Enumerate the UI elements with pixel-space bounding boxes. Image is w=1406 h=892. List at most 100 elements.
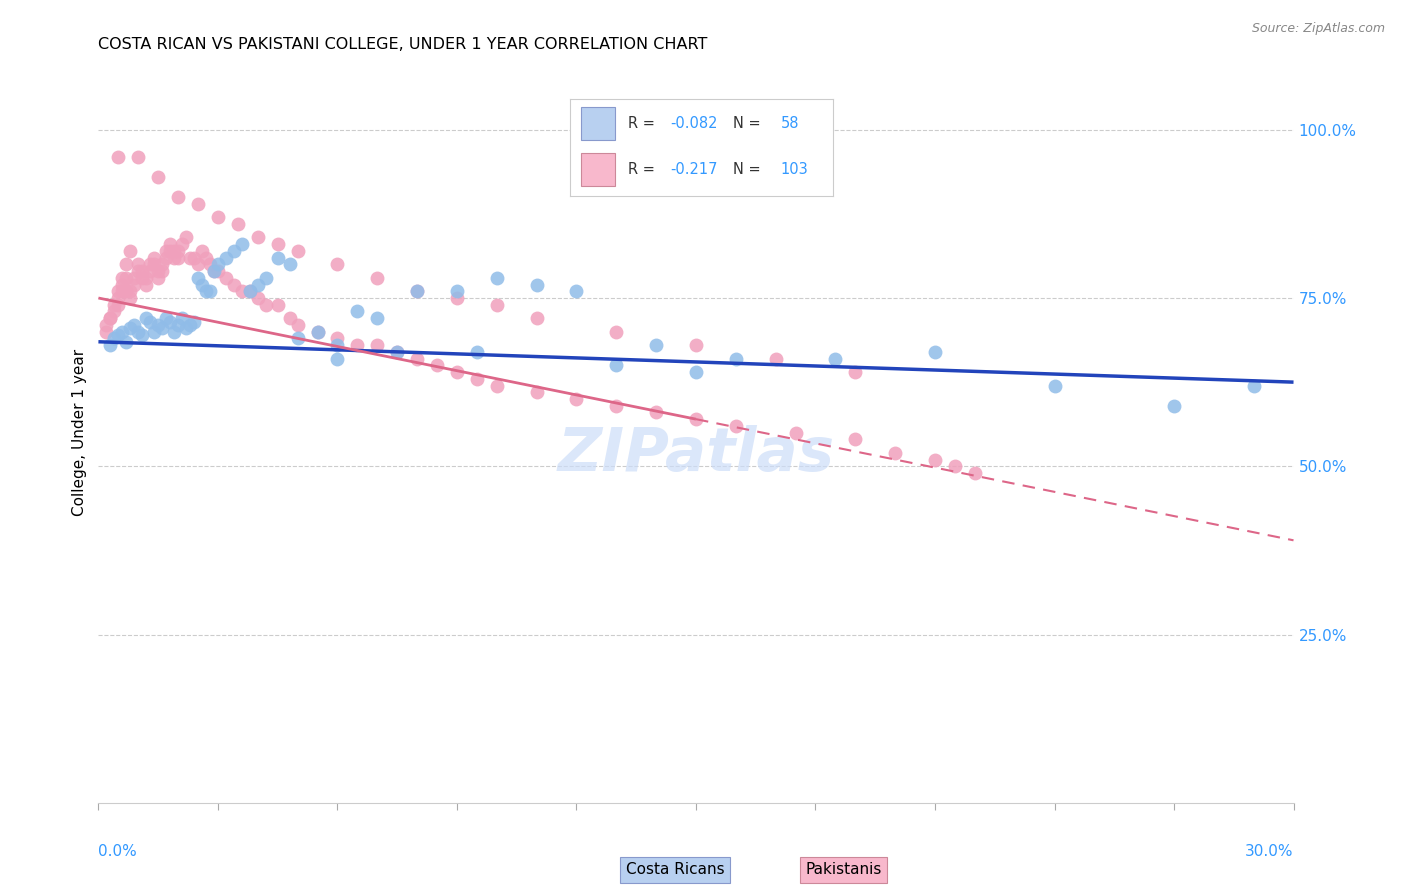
Point xyxy=(124,270,146,285)
Point xyxy=(139,315,162,329)
Point xyxy=(143,251,166,265)
Point xyxy=(844,365,866,379)
Point xyxy=(98,338,122,352)
Text: ZIPatlas: ZIPatlas xyxy=(557,425,835,484)
Point xyxy=(485,298,508,312)
Point xyxy=(103,304,125,318)
Point xyxy=(446,365,468,379)
Point xyxy=(131,270,153,285)
Point xyxy=(385,344,409,359)
Point xyxy=(107,285,129,299)
Point xyxy=(124,318,146,332)
Point xyxy=(131,328,153,343)
Point xyxy=(148,318,170,332)
Point xyxy=(163,244,186,258)
Point xyxy=(135,311,157,326)
Point xyxy=(172,311,194,326)
Text: COSTA RICAN VS PAKISTANI COLLEGE, UNDER 1 YEAR CORRELATION CHART: COSTA RICAN VS PAKISTANI COLLEGE, UNDER … xyxy=(98,37,707,52)
Point xyxy=(127,150,149,164)
Point xyxy=(526,385,548,400)
Point xyxy=(1243,378,1265,392)
Point xyxy=(267,251,290,265)
Point xyxy=(163,251,186,265)
Point xyxy=(207,257,229,271)
Point xyxy=(202,264,225,278)
Point xyxy=(278,311,301,326)
Point xyxy=(685,412,707,426)
Point xyxy=(139,264,162,278)
Point xyxy=(465,344,488,359)
Point xyxy=(605,399,627,413)
Point xyxy=(465,372,488,386)
Point xyxy=(326,338,349,352)
Point xyxy=(163,325,186,339)
Point xyxy=(426,359,449,373)
Point xyxy=(215,270,238,285)
Point xyxy=(195,285,218,299)
Point xyxy=(239,285,262,299)
Point xyxy=(150,321,173,335)
Point xyxy=(526,311,548,326)
Point xyxy=(159,237,181,252)
Point xyxy=(103,298,125,312)
Point xyxy=(645,405,668,419)
Point xyxy=(226,217,249,231)
Point xyxy=(155,311,177,326)
Point xyxy=(191,244,214,258)
Point xyxy=(346,338,368,352)
Point xyxy=(207,211,229,225)
Point xyxy=(167,244,190,258)
Y-axis label: College, Under 1 year: College, Under 1 year xyxy=(72,349,87,516)
Point xyxy=(1043,378,1066,392)
Point xyxy=(406,351,429,366)
Point xyxy=(115,334,138,349)
Point xyxy=(131,264,153,278)
Point xyxy=(143,257,166,271)
Point xyxy=(107,291,129,305)
Point xyxy=(222,277,245,292)
Point xyxy=(127,264,149,278)
Point xyxy=(254,298,277,312)
Point xyxy=(943,459,966,474)
Point xyxy=(167,251,190,265)
Point xyxy=(135,277,157,292)
Point xyxy=(924,452,946,467)
Point xyxy=(107,150,129,164)
Point xyxy=(222,244,245,258)
Point xyxy=(231,285,253,299)
Point xyxy=(446,291,468,305)
Point xyxy=(215,251,238,265)
Point xyxy=(824,351,846,366)
Point xyxy=(183,251,205,265)
Point xyxy=(326,331,349,345)
Point xyxy=(96,325,118,339)
Text: Pakistanis: Pakistanis xyxy=(806,863,882,877)
Point xyxy=(139,257,162,271)
Point xyxy=(278,257,301,271)
Point xyxy=(485,378,508,392)
Point xyxy=(785,425,807,440)
Point xyxy=(120,291,142,305)
Point xyxy=(287,244,309,258)
Point xyxy=(191,277,214,292)
Point xyxy=(148,264,170,278)
Point xyxy=(167,190,190,204)
Point xyxy=(96,318,118,332)
Point xyxy=(765,351,787,366)
Point xyxy=(366,338,388,352)
Point xyxy=(685,365,707,379)
Point xyxy=(287,331,309,345)
Point xyxy=(645,338,668,352)
Point xyxy=(485,270,508,285)
Point xyxy=(884,446,907,460)
Point xyxy=(267,237,290,252)
Point xyxy=(406,285,429,299)
Point xyxy=(111,325,134,339)
Point xyxy=(120,321,142,335)
Point xyxy=(103,331,125,345)
Point xyxy=(167,318,190,332)
Point xyxy=(446,285,468,299)
Point xyxy=(98,311,122,326)
Point xyxy=(150,264,173,278)
Point xyxy=(127,257,149,271)
